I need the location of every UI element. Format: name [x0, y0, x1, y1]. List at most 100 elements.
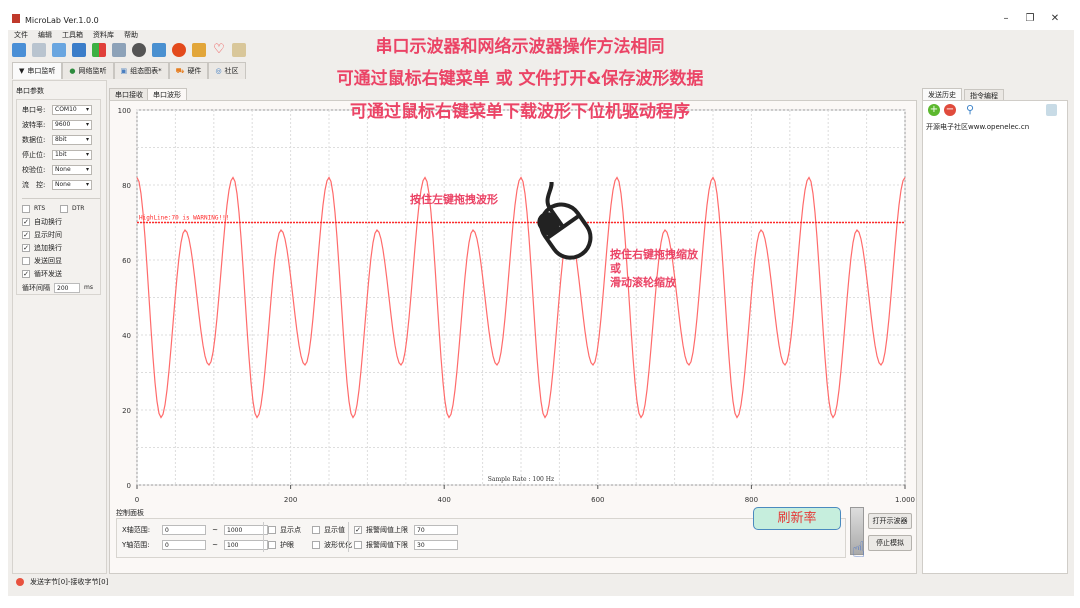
x-tick-label: 400 [438, 496, 451, 504]
open-scope-button[interactable]: 打开示波器 [868, 513, 912, 529]
tab-serial-receive[interactable]: 串口接收 [109, 88, 149, 100]
upper-alarm-input[interactable]: 70 [414, 524, 458, 535]
menu-tools[interactable]: 工具箱 [62, 31, 83, 39]
y-tick-label: 100 [118, 107, 131, 115]
tab-config-chart[interactable]: ▣ 组态图表* [113, 62, 169, 79]
hand-pointer-icon: ☝ [852, 538, 866, 563]
field-row: 流 控: None ▾ [22, 179, 92, 190]
chart-icon: ▣ [120, 67, 128, 75]
option-checkbox[interactable]: ✓ 显示时间 [22, 230, 62, 239]
calculator-icon[interactable] [112, 43, 126, 57]
option-checkbox[interactable]: 发送回显 [22, 255, 62, 266]
field-select[interactable]: COM10 ▾ [52, 104, 92, 115]
columns-icon[interactable] [52, 43, 66, 57]
x-tick-label: 200 [284, 496, 297, 504]
toolbar: ♡ [12, 41, 246, 59]
field-select[interactable]: 1bit ▾ [52, 149, 92, 160]
tab-network-monitor[interactable]: ● 网络监听 [62, 62, 114, 79]
book-icon[interactable] [232, 43, 246, 57]
drag-right-hint: 按住右键拖拽缩放或滑动滚轮缩放 [610, 248, 698, 289]
menu-help[interactable]: 帮助 [124, 31, 138, 39]
dtr-checkbox[interactable] [60, 204, 68, 213]
y-tick-label: 40 [122, 332, 131, 340]
community-icon: ◎ [215, 67, 222, 75]
field-select[interactable]: 8bit ▾ [52, 134, 92, 145]
rts-box[interactable] [22, 204, 30, 213]
sort-icon[interactable] [92, 43, 106, 57]
wave-optimize-checkbox[interactable] [312, 540, 320, 549]
cart-icon: ⛟ [175, 66, 185, 75]
interval-input[interactable]: 200 [54, 282, 80, 293]
circuit-icon[interactable] [132, 43, 146, 57]
minimize-button[interactable]: – [1003, 13, 1009, 24]
x-tick-label: 600 [591, 496, 604, 504]
serial-params-group [16, 99, 101, 295]
chevron-down-icon: ▾ [85, 181, 89, 188]
y-max-input[interactable]: 100 [224, 539, 268, 550]
stop-sim-button[interactable]: 停止模拟 [868, 535, 912, 551]
flame-icon[interactable] [172, 43, 186, 57]
lower-alarm-checkbox[interactable] [354, 540, 362, 549]
refresh-rate-slider[interactable] [850, 507, 864, 555]
serial-params-title: 串口参数 [16, 87, 44, 95]
close-button[interactable]: ✕ [1050, 13, 1060, 24]
rts-checkbox[interactable]: RTS DTR [22, 203, 84, 214]
y-tick-label: 80 [122, 182, 131, 190]
divider [22, 198, 100, 199]
disconnect-icon[interactable] [32, 43, 46, 57]
field-row: 波特率: 9600 ▾ [22, 119, 92, 130]
tab-serial-waveform[interactable]: 串口波形 [147, 88, 187, 100]
status-bar: 发送字节[0]-接收字节[0] [16, 577, 108, 587]
field-select[interactable]: None ▾ [52, 164, 92, 175]
restore-button[interactable]: ❐ [1025, 13, 1035, 24]
menu-library[interactable]: 资料库 [93, 31, 114, 39]
tab-community[interactable]: ◎ 社区 [208, 62, 246, 79]
left-panel [12, 80, 107, 574]
overlay-line-3: 可通过鼠标右键菜单下载波形下位机驱动程序 [350, 102, 690, 122]
heart-icon[interactable]: ♡ [213, 42, 225, 57]
show-points-checkbox[interactable] [268, 525, 276, 534]
field-row: 停止位: 1bit ▾ [22, 149, 92, 160]
chevron-down-icon: ▾ [85, 121, 89, 128]
globe-icon: ● [69, 67, 76, 75]
main-tabs: ▼ 串口监听 ● 网络监听 ▣ 组态图表* ⛟ 硬件 ◎ 社区 [12, 62, 246, 79]
x-max-input[interactable]: 1000 [224, 524, 268, 535]
option-checkbox[interactable]: ✓ 追加换行 [22, 243, 62, 252]
field-select[interactable]: 9600 ▾ [52, 119, 92, 130]
menu-edit[interactable]: 编辑 [38, 31, 52, 39]
add-icon[interactable]: + [928, 104, 940, 116]
tab-hardware[interactable]: ⛟ 硬件 [168, 62, 209, 79]
y-tick-label: 60 [122, 257, 131, 265]
divider [348, 522, 349, 552]
warning-label: HighLine:70 is WARNING!!! [139, 215, 229, 222]
field-row: 校验位: None ▾ [22, 164, 92, 175]
history-item[interactable]: 开源电子社区www.openelec.cn [926, 123, 1030, 131]
remove-icon[interactable]: − [944, 104, 956, 116]
search-icon[interactable]: ⚲ [966, 103, 975, 116]
connect-icon[interactable] [12, 43, 26, 57]
funnel-icon: ▼ [19, 67, 25, 75]
show-values-checkbox[interactable] [312, 525, 320, 534]
window-title: MicroLab Ver.1.0.0 [25, 16, 99, 25]
key-icon[interactable] [192, 43, 206, 57]
field-row: 串口号: COM10 ▾ [22, 104, 92, 115]
upper-alarm-checkbox[interactable]: ✓ [354, 525, 362, 534]
tool-icon[interactable] [152, 43, 166, 57]
x-min-input[interactable]: 0 [162, 524, 206, 535]
y-min-input[interactable]: 0 [162, 539, 206, 550]
field-select[interactable]: None ▾ [52, 179, 92, 190]
field-row: 数据位: 8bit ▾ [22, 134, 92, 145]
option-checkbox[interactable]: ✓ 循环发送 [22, 269, 62, 278]
clear-icon[interactable] [1046, 104, 1057, 116]
eye-care-checkbox[interactable] [268, 540, 276, 549]
loop-interval: 循环间隔 200 ms [22, 282, 93, 293]
lower-alarm-input[interactable]: 30 [414, 539, 458, 550]
option-checkbox[interactable]: ✓ 自动换行 [22, 217, 62, 226]
tab-serial-monitor[interactable]: ▼ 串口监听 [12, 62, 63, 79]
window-icon[interactable] [72, 43, 86, 57]
refresh-rate-callout: 刷新率 [753, 507, 841, 530]
mouse-icon [537, 182, 593, 260]
menu-file[interactable]: 文件 [14, 31, 28, 39]
sample-rate-label: Sample Rate : 100 Hz [488, 476, 554, 483]
